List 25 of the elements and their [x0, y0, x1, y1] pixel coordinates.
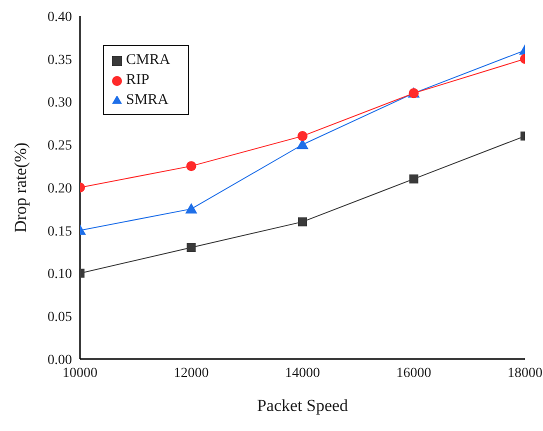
- y-tick-label: 0.05: [48, 310, 72, 326]
- y-tick-label: 0.25: [48, 138, 72, 154]
- legend-label: SMRA: [126, 92, 169, 108]
- point: [185, 202, 198, 214]
- y-tick-label: 0.40: [48, 10, 72, 25]
- x-axis-title: Packet Speed: [256, 396, 349, 415]
- point: [298, 131, 308, 142]
- point: [409, 174, 418, 184]
- point: [186, 243, 196, 252]
- x-tick-label: 18000: [508, 366, 542, 381]
- y-axis-title: Drop rate(%): [11, 142, 30, 233]
- legend-label: CMRA: [126, 52, 170, 68]
- y-tick-label: 0.20: [48, 181, 72, 196]
- point: [298, 217, 307, 226]
- x-tick-label: 10000: [62, 366, 98, 381]
- y-tick-label: 0.35: [48, 52, 72, 68]
- y-tick-label: 0.00: [48, 352, 72, 368]
- x-tick-label: 14000: [285, 366, 320, 381]
- x-tick-label: 12000: [174, 366, 209, 381]
- legend-label: RIP: [126, 72, 150, 88]
- point: [186, 161, 196, 172]
- y-tick-label: 0.10: [48, 267, 72, 282]
- x-tick-label: 16000: [396, 366, 432, 381]
- y-tick-label: 0.30: [48, 96, 72, 111]
- y-tick-label: 0.15: [48, 224, 72, 240]
